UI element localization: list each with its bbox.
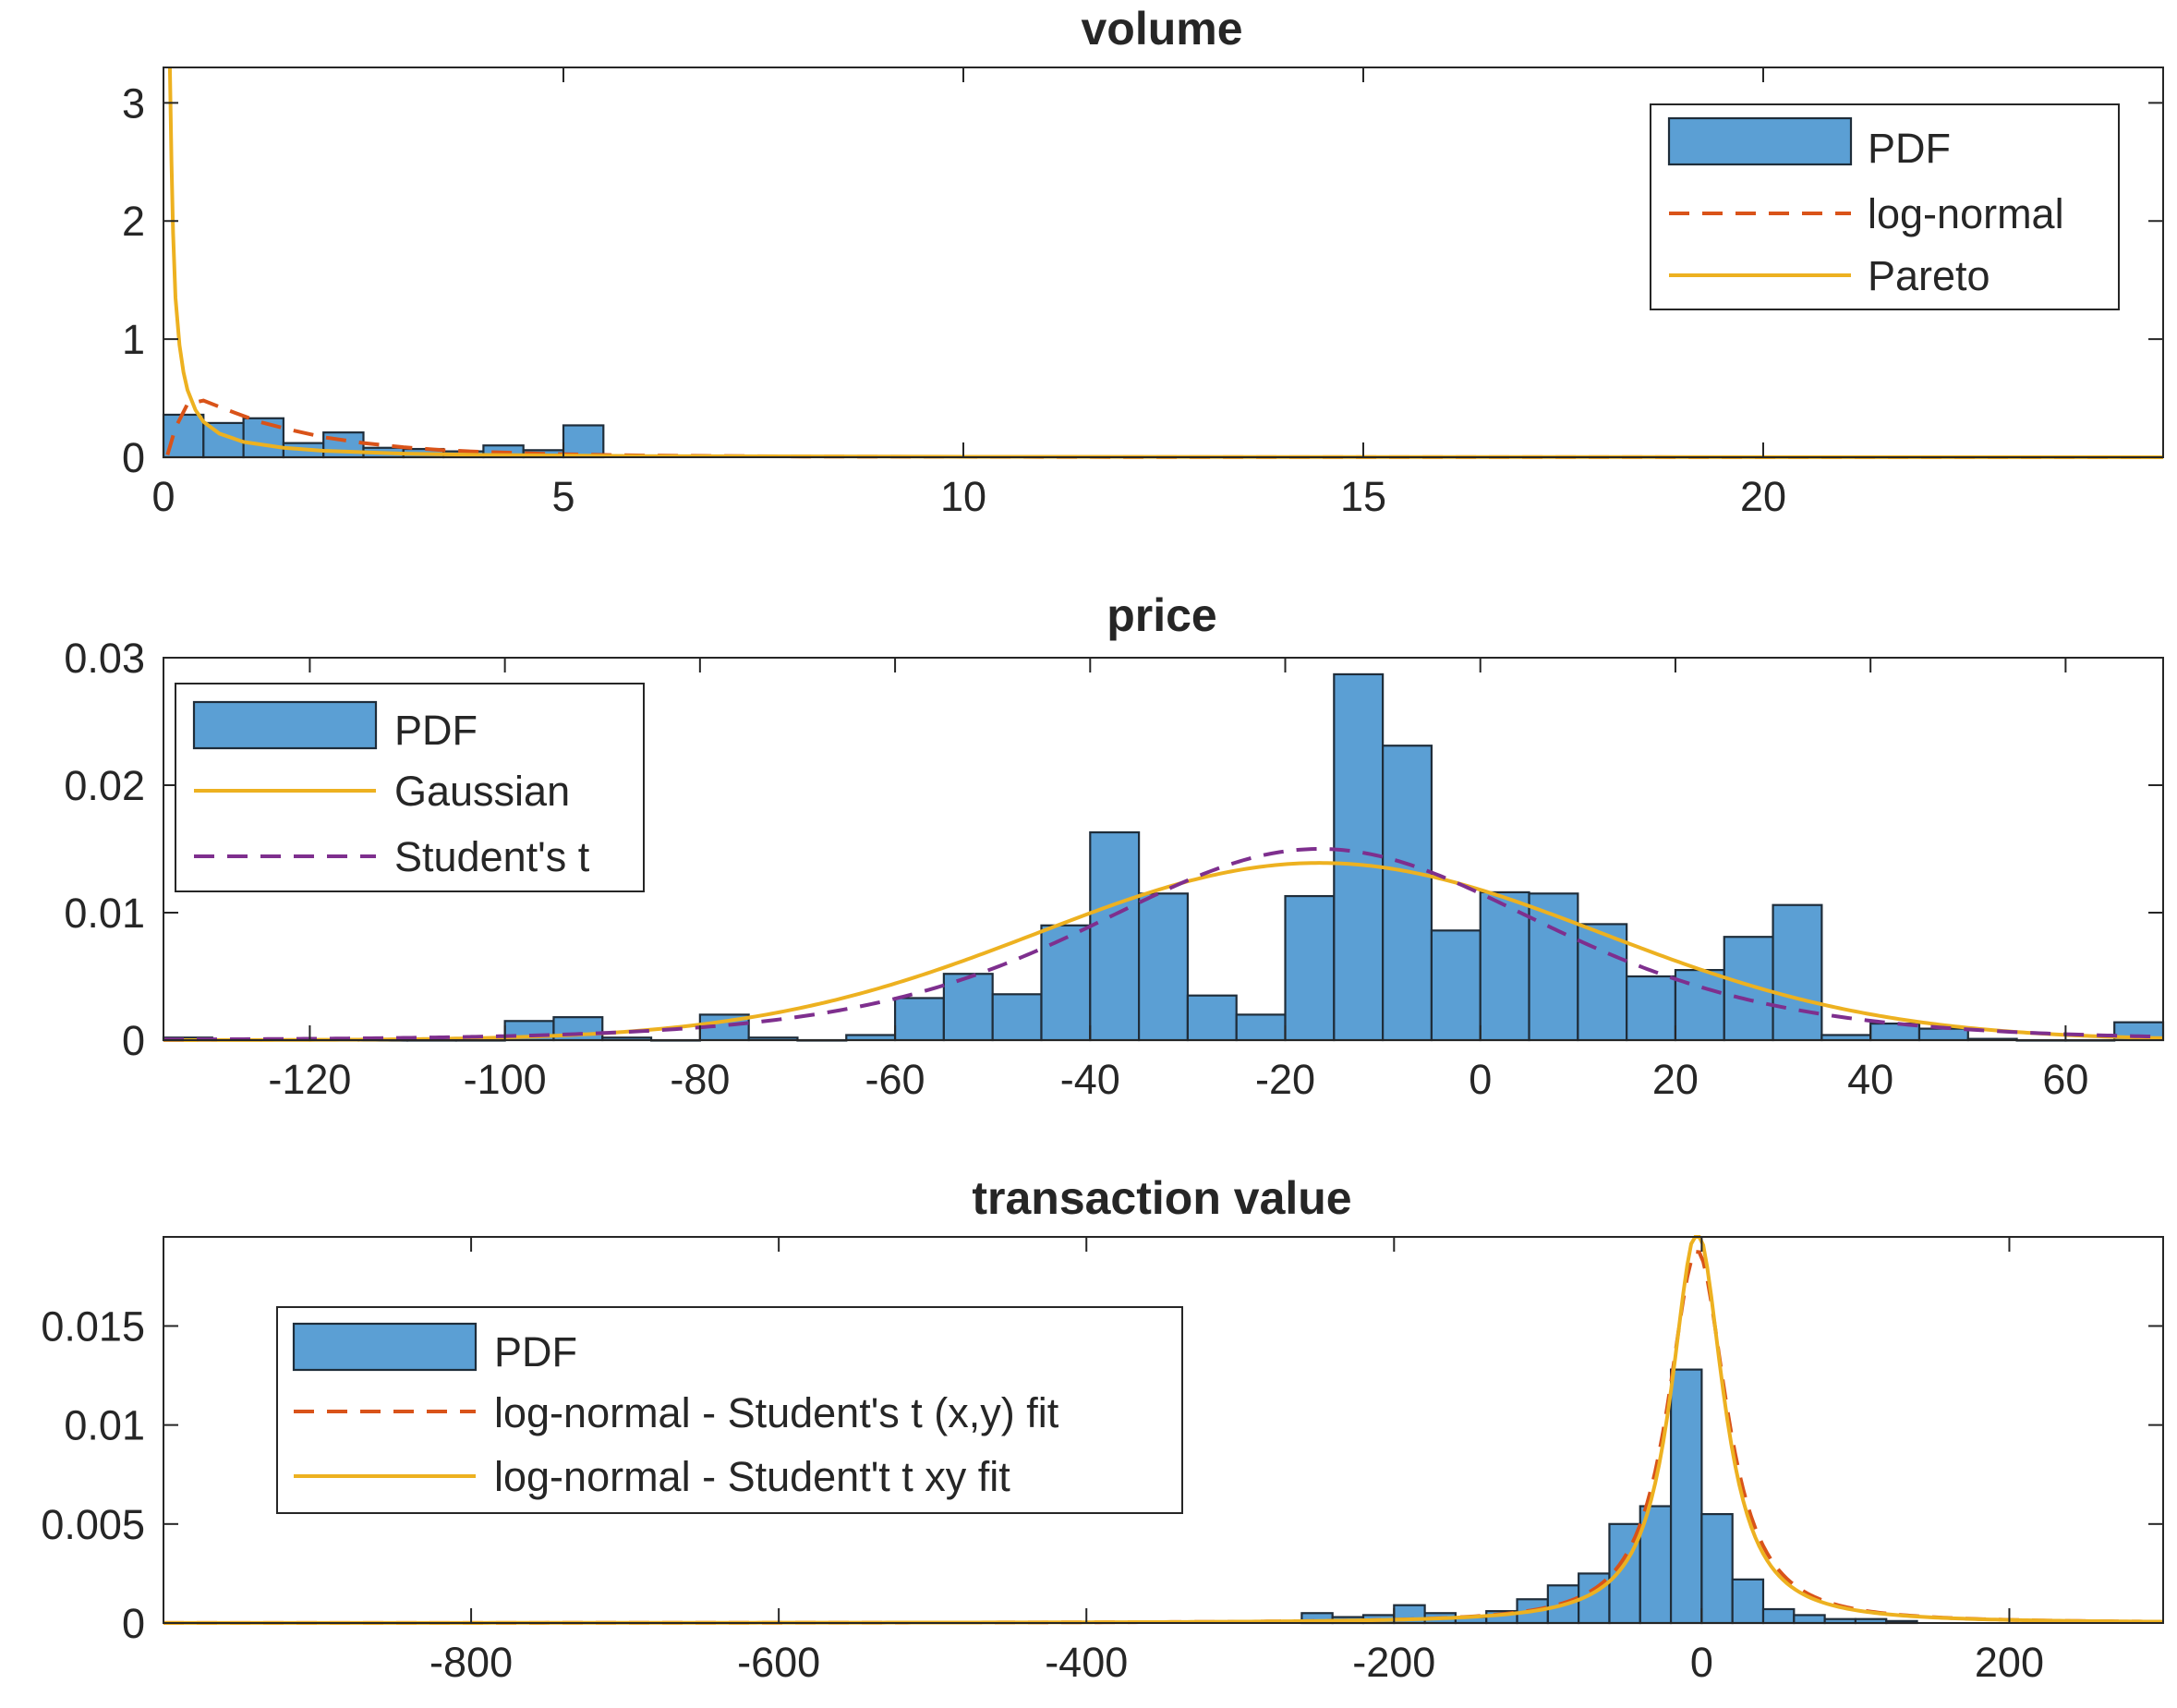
price-histogram-bar <box>1333 672 1385 1042</box>
price-x-tick-label: 0 <box>1469 1056 1492 1103</box>
volume-y-tick-label: 0 <box>122 434 145 481</box>
volume-x-tick-label: 15 <box>1340 473 1386 520</box>
transaction-value-x-tick-label: -200 <box>1352 1639 1435 1686</box>
price-x-tick-label: 60 <box>2042 1056 2088 1103</box>
price-histogram-bar <box>1382 745 1433 1042</box>
transaction-value-x-tick-label: 0 <box>1690 1639 1713 1686</box>
volume-title: volume <box>1081 3 1242 55</box>
legend-item-gaussian: Gaussian <box>394 768 570 815</box>
legend-item-log-normal: log-normal <box>1868 190 2064 237</box>
transaction-value-legend: PDF log-normal - Student's t (x,y) fit l… <box>276 1306 1183 1514</box>
price-histogram-bar <box>1430 929 1482 1042</box>
price-x-tick-label: -120 <box>268 1056 351 1103</box>
price-histogram-bar <box>1284 894 1336 1042</box>
transaction-value-histogram-bar <box>1700 1513 1734 1625</box>
legend-item-xy-fit-alt: log-normal - Student't t xy fit <box>494 1453 1010 1500</box>
price-histogram-bar <box>1235 1013 1287 1042</box>
price-axes-box <box>163 657 2164 1041</box>
price-legend: PDF Gaussian Student's t <box>175 683 645 892</box>
transaction-value-y-tick-label: 0 <box>122 1600 145 1647</box>
transaction-value-histogram-bar <box>1793 1614 1826 1625</box>
transaction-value-y-tick-label: 0.005 <box>41 1501 145 1548</box>
transaction-value-histogram-bar <box>1731 1578 1765 1625</box>
legend-item-pdf: PDF <box>1868 125 1951 172</box>
volume-x-tick-label: 20 <box>1740 473 1786 520</box>
price-y-tick-label: 0.03 <box>64 635 145 682</box>
legend-item-pareto: Pareto <box>1868 252 1990 299</box>
legend-pdf-swatch <box>292 1322 478 1372</box>
transaction-value-y-tick-label: 0.01 <box>64 1402 145 1449</box>
price-title: price <box>1107 589 1217 641</box>
transaction-value-ticks: -800 -600 -400 -200 0 200 0 0.005 0.01 0.015 <box>41 1237 2163 1686</box>
transaction-value-histogram-bar <box>1639 1505 1673 1625</box>
transaction-value-y-tick-label: 0.015 <box>41 1302 145 1350</box>
volume-x-tick-label: 5 <box>551 473 574 520</box>
price-x-tick-label: -60 <box>865 1056 925 1103</box>
price-histogram-bar <box>1772 903 1823 1042</box>
transaction-value-x-tick-label: -400 <box>1045 1639 1128 1686</box>
legend-pdf-swatch <box>192 700 378 750</box>
volume-subplot: volume 0 5 10 15 20 0 1 2 3 PDF log-normal Paret… <box>122 3 2164 520</box>
legend-pdf-swatch <box>1667 116 1853 166</box>
transaction-value-x-tick-label: -800 <box>429 1639 513 1686</box>
volume-fit-curves <box>165 67 2164 459</box>
volume-legend: PDF log-normal Pareto <box>1650 103 2120 310</box>
legend-item-pdf: PDF <box>494 1328 577 1375</box>
price-y-tick-label: 0.01 <box>64 890 145 937</box>
price-x-tick-label: 40 <box>1847 1056 1893 1103</box>
price-y-tick-label: 0.02 <box>64 762 145 809</box>
price-x-tick-label: -20 <box>1255 1056 1315 1103</box>
price-ticks: -120 -100 -80 -60 -40 -20 0 20 40 60 0 0.01 0.02 0.03 <box>64 635 2163 1103</box>
transaction-value-histogram-bar <box>1669 1368 1703 1625</box>
volume-x-tick-label: 0 <box>151 473 175 520</box>
legend-item-xy-fit: log-normal - Student's t (x,y) fit <box>494 1389 1059 1436</box>
price-subplot: price -120 -100 -80 -60 -40 -20 0 20 40 60 0 0.01 0.… <box>64 589 2165 1103</box>
price-x-tick-label: -80 <box>670 1056 730 1103</box>
legend-item-pdf: PDF <box>394 707 478 754</box>
volume-y-tick-label: 2 <box>122 198 145 245</box>
transaction-value-histogram-bar <box>1761 1607 1796 1625</box>
transaction-value-x-tick-label: 200 <box>1975 1639 2044 1686</box>
price-x-tick-label: -100 <box>464 1056 547 1103</box>
price-histogram-bar <box>942 973 994 1042</box>
price-histogram-bar <box>1577 923 1628 1042</box>
price-histogram-bar <box>893 997 945 1042</box>
transaction-value-axes-box <box>163 1236 2164 1624</box>
legend-item-students-t: Student's t <box>394 833 590 880</box>
price-histogram-bar <box>1626 975 1677 1042</box>
volume-y-tick-label: 3 <box>122 79 145 127</box>
price-histogram-bar <box>991 993 1043 1042</box>
price-y-tick-label: 0 <box>122 1017 145 1064</box>
price-histogram-bar <box>1089 830 1141 1042</box>
price-histogram-bar <box>1040 924 1092 1042</box>
transaction-value-x-tick-label: -600 <box>737 1639 820 1686</box>
volume-ticks: 0 5 10 15 20 0 1 2 3 <box>122 67 2163 520</box>
price-histogram-bar <box>1917 1027 1969 1042</box>
volume-pareto-curve <box>167 67 2164 459</box>
volume-histogram-bar <box>562 424 605 459</box>
volume-x-tick-label: 10 <box>940 473 986 520</box>
price-histogram-bar <box>1137 892 1190 1042</box>
price-student-s-t-curve <box>163 846 2164 1042</box>
price-fit-curves <box>163 846 2164 1042</box>
transaction-value-subplot: transaction value -800 -600 -400 -200 0 200 0 0… <box>41 1172 2164 1686</box>
volume-y-tick-label: 1 <box>122 316 145 363</box>
price-x-tick-label: 20 <box>1652 1056 1699 1103</box>
price-x-tick-label: -40 <box>1060 1056 1120 1103</box>
volume-axes-box <box>163 67 2164 458</box>
price-histogram-bar <box>1186 994 1238 1042</box>
transaction-value-title: transaction value <box>972 1172 1351 1224</box>
